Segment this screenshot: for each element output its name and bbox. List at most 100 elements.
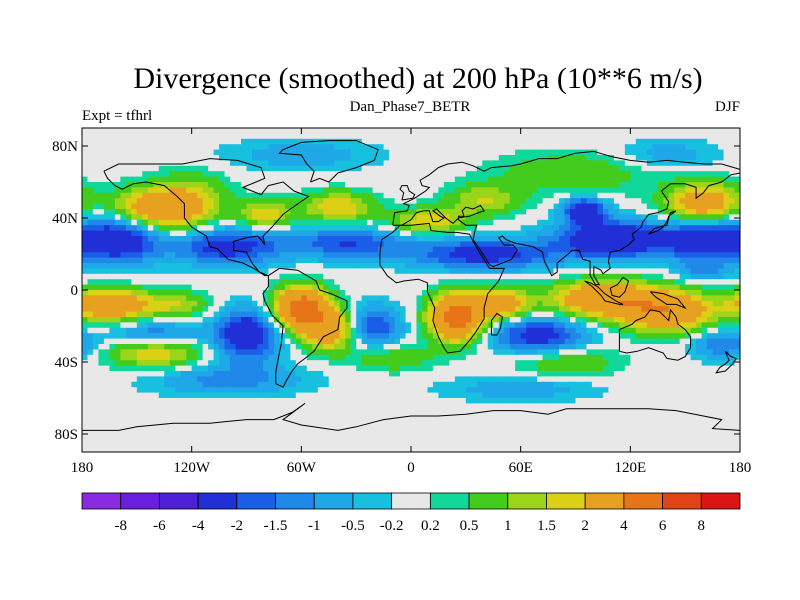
field-cell — [164, 219, 171, 226]
field-cell — [197, 263, 204, 269]
field-cell — [663, 155, 670, 161]
field-cell — [679, 311, 686, 318]
field-cell — [213, 246, 220, 253]
field-cell — [685, 322, 692, 329]
field-cell — [295, 279, 302, 286]
field-cell — [411, 257, 418, 264]
field-cell — [169, 246, 176, 253]
field-cell — [394, 300, 401, 307]
field-cell — [575, 236, 582, 242]
field-cell — [696, 214, 703, 221]
field-cell — [696, 252, 703, 259]
field-cell — [696, 171, 703, 178]
field-cell — [454, 333, 461, 340]
field-cell — [465, 344, 472, 350]
field-cell — [230, 290, 237, 296]
field-cell — [98, 279, 105, 286]
field-cell — [301, 273, 308, 280]
field-cell — [602, 192, 609, 199]
field-cell — [630, 165, 637, 172]
field-cell — [394, 203, 401, 210]
field-cell — [427, 273, 434, 280]
field-cell — [586, 268, 593, 275]
field-cell — [120, 327, 127, 334]
field-cell — [197, 138, 204, 145]
field-cell — [235, 138, 242, 145]
field-cell — [279, 209, 286, 215]
field-cell — [465, 155, 472, 161]
field-cell — [548, 311, 555, 318]
field-cell — [449, 290, 456, 296]
field-cell — [635, 149, 642, 156]
field-cell — [131, 252, 138, 259]
field-cell — [241, 165, 248, 172]
field-cell — [729, 295, 736, 302]
field-cell — [723, 176, 730, 183]
field-cell — [465, 182, 472, 188]
field-cell — [219, 284, 226, 291]
field-cell — [526, 344, 533, 350]
field-cell — [624, 155, 631, 161]
field-cell — [158, 187, 165, 194]
field-cell — [707, 295, 714, 302]
field-cell — [586, 198, 593, 205]
field-cell — [427, 144, 434, 151]
field-cell — [635, 230, 642, 237]
field-cell — [306, 160, 313, 167]
field-cell — [98, 284, 105, 291]
field-cell — [668, 311, 675, 318]
field-cell — [449, 338, 456, 345]
field-cell — [465, 138, 472, 145]
field-cell — [158, 230, 165, 237]
field-cell — [542, 225, 549, 232]
field-cell — [257, 349, 264, 356]
field-cell — [432, 198, 440, 205]
field-cell — [235, 128, 242, 134]
field-cell — [416, 176, 423, 183]
field-cell — [246, 284, 253, 291]
field-cell — [339, 284, 346, 291]
field-cell — [646, 306, 653, 313]
field-cell — [164, 182, 171, 188]
field-cell — [230, 284, 237, 291]
field-cell — [580, 284, 588, 291]
field-cell — [224, 230, 231, 237]
field-cell — [559, 203, 566, 210]
field-cell — [432, 273, 440, 280]
field-cell — [652, 203, 659, 210]
field-cell — [416, 284, 423, 291]
field-cell — [383, 344, 390, 350]
field-cell — [602, 230, 609, 237]
field-cell — [367, 300, 374, 307]
field-cell — [498, 327, 505, 334]
field-cell — [427, 198, 434, 205]
field-cell — [164, 263, 171, 269]
field-cell — [657, 333, 664, 340]
field-cell — [389, 214, 396, 221]
field-cell — [482, 176, 489, 183]
field-cell — [251, 349, 259, 356]
field-cell — [191, 263, 198, 269]
field-cell — [559, 279, 566, 286]
field-cell — [268, 236, 275, 242]
field-cell — [427, 317, 434, 323]
field-cell — [114, 192, 121, 199]
field-cell — [504, 225, 511, 232]
field-cell — [701, 149, 708, 156]
field-cell — [526, 176, 533, 183]
field-cell — [471, 182, 478, 188]
field-cell — [411, 236, 418, 242]
field-cell — [586, 344, 593, 350]
field-cell — [136, 338, 143, 345]
field-cell — [542, 263, 549, 269]
field-cell — [701, 133, 708, 140]
field-cell — [394, 246, 401, 253]
field-cell — [109, 149, 116, 156]
field-cell — [339, 246, 346, 253]
field-cell — [559, 284, 566, 291]
field-cell — [136, 279, 143, 286]
field-cell — [542, 290, 549, 296]
field-cell — [169, 344, 176, 350]
field-cell — [548, 322, 555, 329]
field-cell — [701, 246, 708, 253]
